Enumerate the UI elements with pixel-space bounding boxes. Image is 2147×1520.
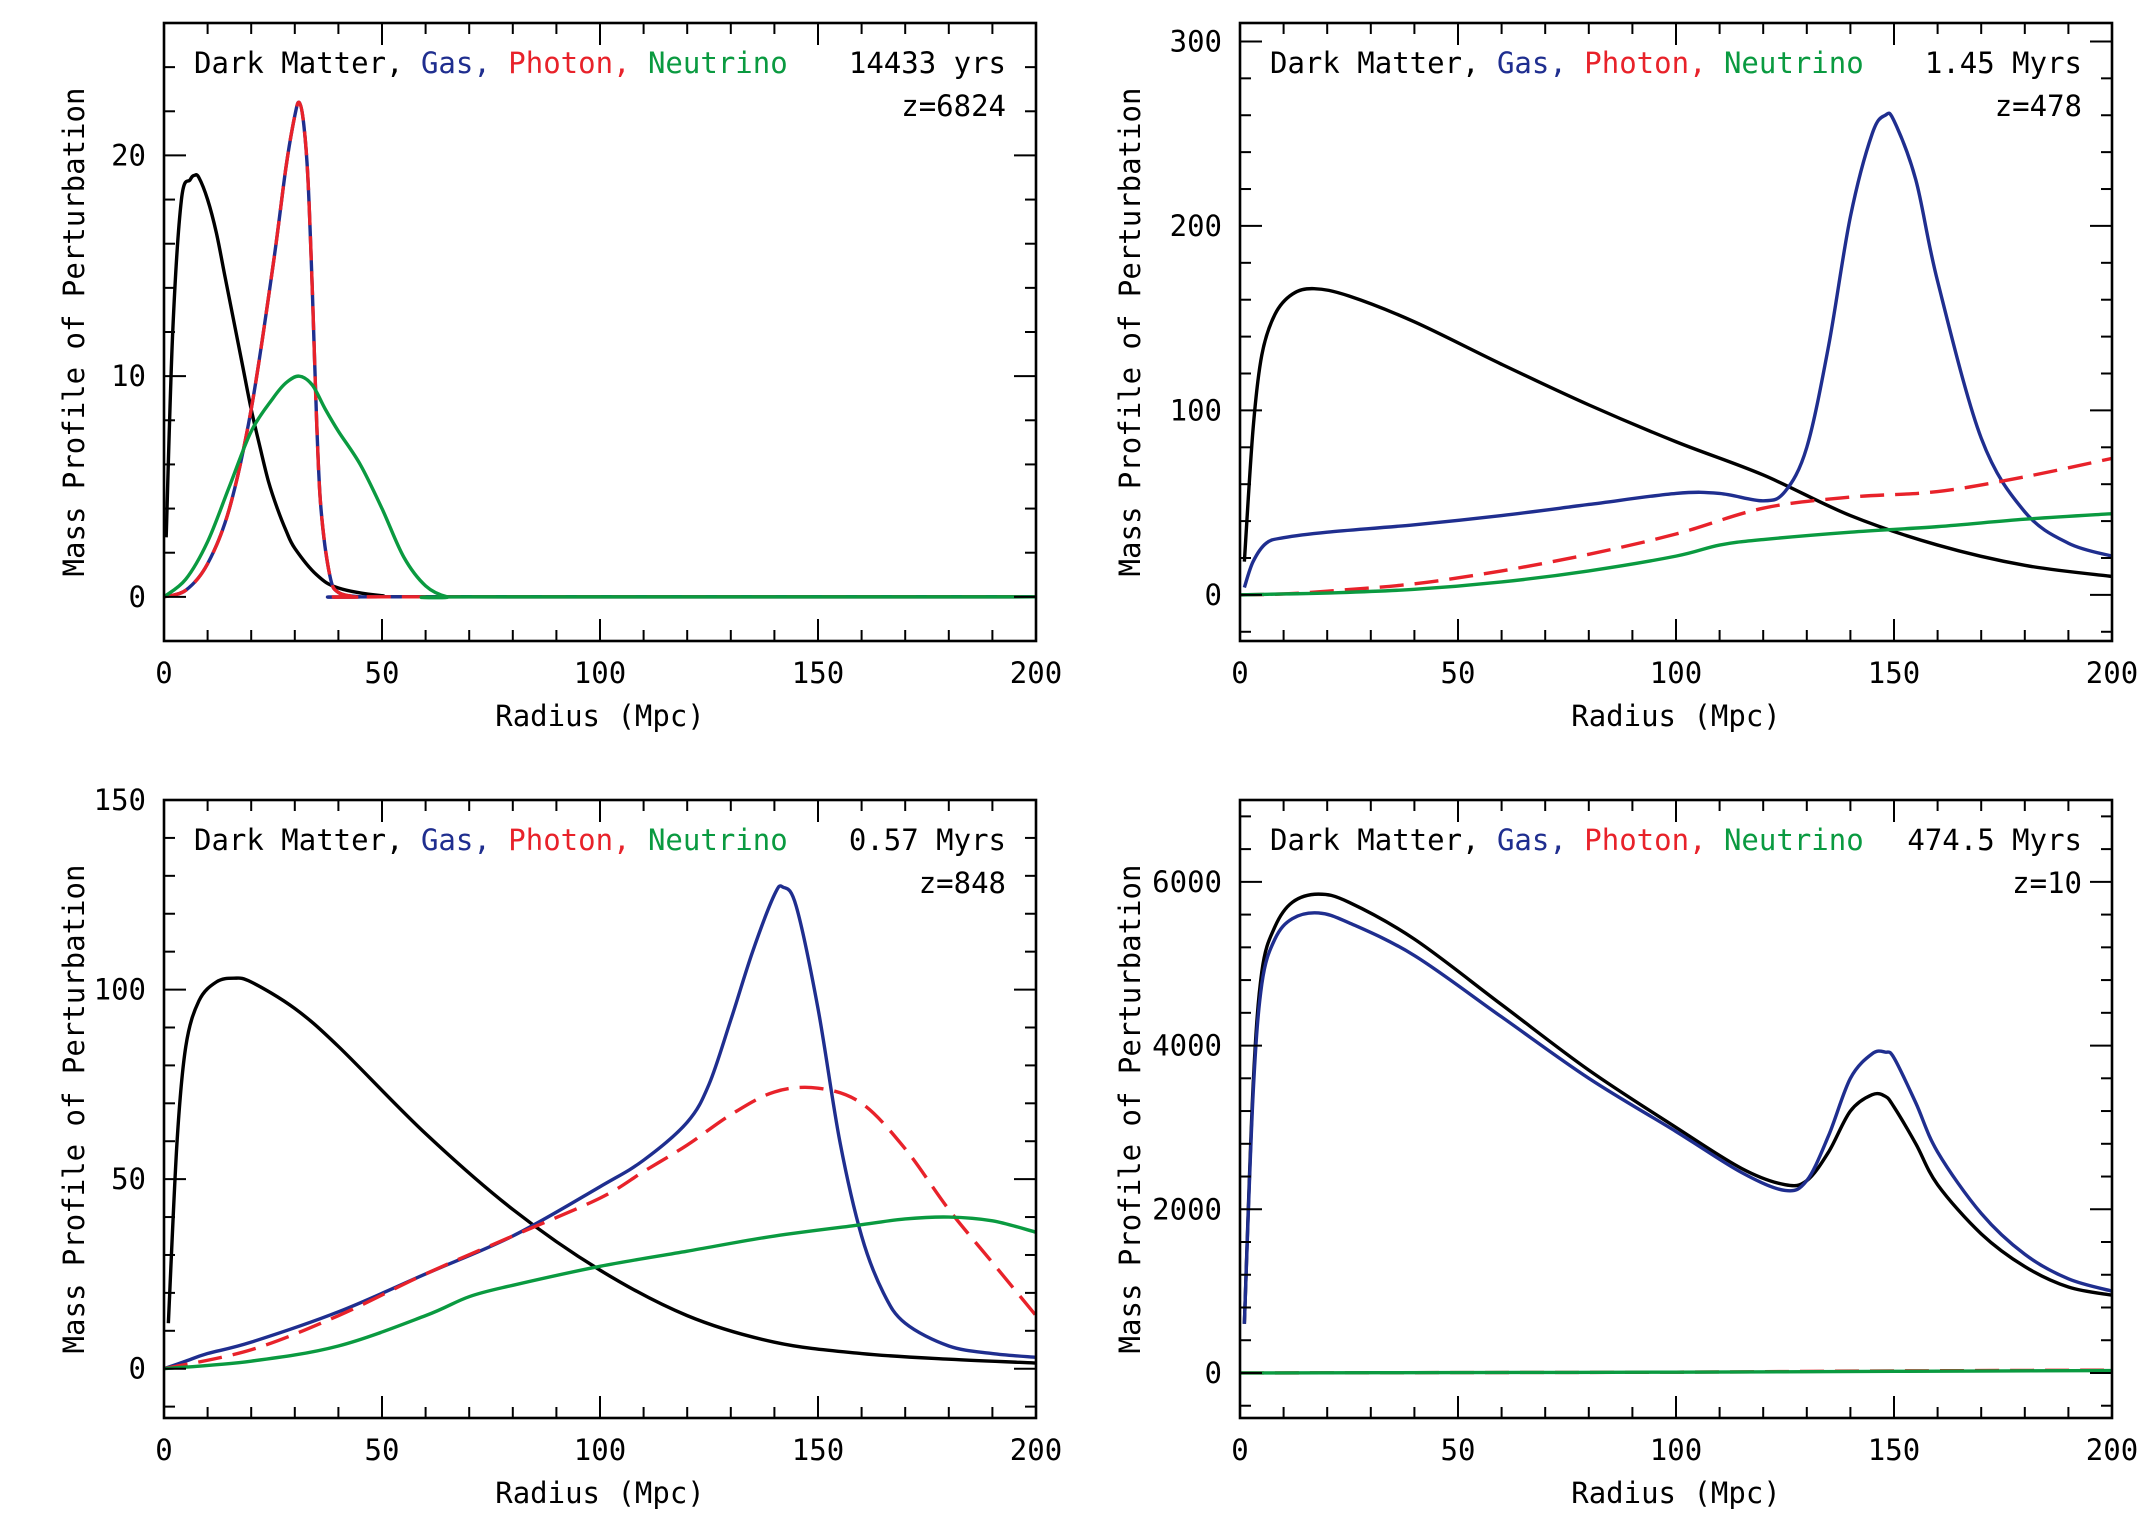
legend-entry: Gas, (404, 823, 491, 857)
y-tick-label: 100 (94, 973, 146, 1007)
x-tick-label: 200 (1010, 656, 1062, 690)
x-tick-label: 200 (2086, 656, 2138, 690)
y-tick-label: 100 (1170, 393, 1222, 427)
legend-entry: Dark Matter, (1270, 823, 1480, 857)
x-tick-label: 50 (365, 1433, 400, 1467)
time-label: 1.45 Myrs (1925, 46, 2082, 80)
chart-panel-bottom-left: 0 50 100 150 200 0 50 100 150 Radius (Mpc) Mass Pr… (57, 783, 1062, 1510)
legend-entry: Neutrino (1707, 823, 1864, 857)
y-axis-label: Mass Profile of Perturbation (1113, 865, 1147, 1354)
series-group (1240, 892, 2112, 1375)
y-tick-label: 2000 (1152, 1192, 1222, 1226)
series-line-photon (164, 100, 1036, 599)
legend-entry: Neutrino (1707, 46, 1864, 80)
x-tick-label: 0 (1231, 656, 1248, 690)
legend-entry: Photon, (1567, 823, 1707, 857)
time-label: 0.57 Myrs (849, 823, 1006, 857)
legend: Dark Matter, Gas, Photon, Neutrino (1270, 46, 1864, 80)
chart-panel-top-left: 0 50 100 150 200 0 10 20 Radius (Mpc) Mass Profil… (57, 21, 1062, 733)
x-axis-label: Radius (Mpc) (495, 1476, 705, 1510)
series-group (1240, 111, 2112, 597)
x-tick-label: 100 (1650, 1433, 1702, 1467)
y-tick-label: 4000 (1152, 1029, 1222, 1063)
y-tick-label: 0 (1205, 1356, 1222, 1390)
redshift-label: z=6824 (901, 89, 1006, 123)
x-tick-label: 100 (574, 656, 626, 690)
y-tick-label: 0 (129, 1352, 146, 1386)
legend-entry: Neutrino (631, 823, 788, 857)
x-tick-label: 0 (155, 656, 172, 690)
series-line-neutrino (164, 374, 1036, 600)
x-tick-label: 0 (155, 1433, 172, 1467)
x-tick-label: 100 (1650, 656, 1702, 690)
y-tick-label: 0 (1205, 578, 1222, 612)
x-tick-label: 150 (792, 656, 844, 690)
y-axis-label: Mass Profile of Perturbation (57, 865, 91, 1354)
series-group (164, 884, 1036, 1371)
legend-entry: Gas, (1480, 46, 1567, 80)
series-line-photon (164, 1085, 1036, 1371)
time-label: 14433 yrs (849, 46, 1006, 80)
series-group (164, 100, 1036, 600)
legend: Dark Matter, Gas, Photon, Neutrino (1270, 823, 1864, 857)
x-tick-label: 150 (1868, 1433, 1920, 1467)
series-line-neutrino (1240, 1368, 2112, 1375)
legend-entry: Photon, (1567, 46, 1707, 80)
y-tick-label: 10 (111, 359, 146, 393)
x-tick-label: 150 (1868, 656, 1920, 690)
x-tick-label: 50 (365, 656, 400, 690)
legend-entry: Gas, (404, 46, 491, 80)
series-line-gas (1242, 111, 2112, 589)
y-tick-label: 50 (111, 1162, 146, 1196)
legend-entry: Gas, (1480, 823, 1567, 857)
y-tick-label: 0 (129, 580, 146, 614)
x-axis-label: Radius (Mpc) (1571, 1476, 1781, 1510)
legend-entry: Dark Matter, (194, 823, 404, 857)
redshift-label: z=10 (2012, 866, 2082, 900)
legend-entry: Dark Matter, (194, 46, 404, 80)
redshift-label: z=478 (1995, 89, 2082, 123)
legend-entry: Neutrino (631, 46, 788, 80)
legend-entry: Photon, (491, 46, 631, 80)
series-line-dark-matter (166, 976, 1036, 1365)
x-axis-label: Radius (Mpc) (1571, 699, 1781, 733)
x-axis-label: Radius (Mpc) (495, 699, 705, 733)
legend: Dark Matter, Gas, Photon, Neutrino (194, 823, 788, 857)
series-line-dark-matter (1242, 286, 2112, 579)
series-line-gas (164, 884, 1036, 1371)
x-tick-label: 0 (1231, 1433, 1248, 1467)
series-line-neutrino (1240, 512, 2112, 597)
y-axis-label: Mass Profile of Perturbation (57, 88, 91, 577)
series-line-neutrino (164, 1215, 1036, 1371)
time-label: 474.5 Myrs (1907, 823, 2082, 857)
x-tick-label: 50 (1441, 1433, 1476, 1467)
x-tick-label: 200 (2086, 1433, 2138, 1467)
x-tick-label: 50 (1441, 656, 1476, 690)
y-tick-label: 200 (1170, 209, 1222, 243)
series-line-gas (1242, 911, 2112, 1324)
series-line-dark-matter (1242, 892, 2112, 1324)
y-axis-label: Mass Profile of Perturbation (1113, 88, 1147, 577)
series-line-photon (1240, 456, 2112, 597)
legend-entry: Photon, (491, 823, 631, 857)
legend-entry: Dark Matter, (1270, 46, 1480, 80)
x-tick-label: 150 (792, 1433, 844, 1467)
x-tick-label: 200 (1010, 1433, 1062, 1467)
chart-panel-top-right: 0 50 100 150 200 0 100 200 300 Radius (Mpc) Mass P… (1113, 21, 2138, 733)
legend: Dark Matter, Gas, Photon, Neutrino (194, 46, 788, 80)
y-tick-label: 20 (111, 138, 146, 172)
y-tick-label: 6000 (1152, 865, 1222, 899)
x-tick-label: 100 (574, 1433, 626, 1467)
y-tick-label: 300 (1170, 24, 1222, 58)
redshift-label: z=848 (919, 866, 1006, 900)
y-tick-label: 150 (94, 783, 146, 817)
